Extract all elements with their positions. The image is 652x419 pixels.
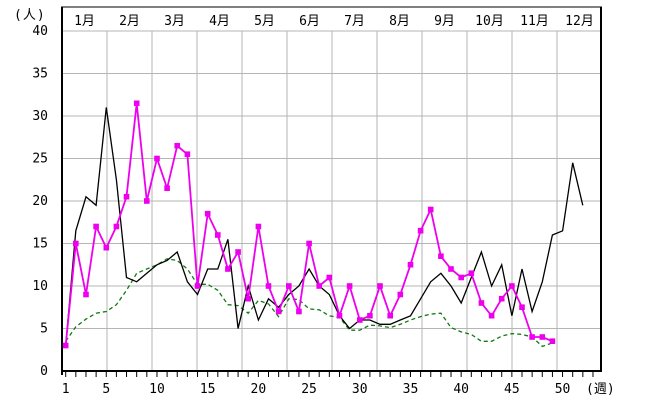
magenta-marker-series-marker xyxy=(73,240,79,247)
magenta-marker-series-marker xyxy=(62,342,69,349)
magenta-marker-series-marker xyxy=(448,266,454,272)
magenta-marker-series-marker xyxy=(357,317,363,323)
y-tick-label: 0 xyxy=(40,364,48,379)
black-solid-series-line xyxy=(65,107,584,346)
magenta-marker-series-marker xyxy=(184,151,191,157)
month-label: 9月 xyxy=(434,14,455,29)
green-dashed-series-line xyxy=(65,258,553,348)
x-tick-label: 40 xyxy=(453,382,469,397)
month-label: 2月 xyxy=(119,14,140,29)
magenta-marker-series-marker xyxy=(397,291,404,298)
magenta-marker-series-marker xyxy=(235,249,241,255)
magenta-marker-series-marker xyxy=(427,206,434,213)
y-tick-label: 30 xyxy=(32,109,48,124)
magenta-marker-series-marker xyxy=(225,266,231,272)
magenta-marker-series-marker xyxy=(286,283,292,289)
x-tick-label: 20 xyxy=(251,382,267,397)
magenta-marker-series-marker xyxy=(296,308,302,315)
x-tick-label: 5 xyxy=(102,382,110,397)
magenta-marker-series-marker xyxy=(275,308,282,315)
magenta-marker-series-marker xyxy=(519,304,525,310)
month-label: 5月 xyxy=(254,14,275,29)
magenta-marker-series-marker xyxy=(539,334,546,340)
magenta-marker-series-marker xyxy=(265,283,272,289)
x-tick-label: 1 xyxy=(62,382,70,397)
magenta-marker-series-marker xyxy=(346,283,353,289)
magenta-marker-series-marker xyxy=(245,295,251,302)
month-label: 8月 xyxy=(389,14,410,29)
magenta-marker-series-marker xyxy=(549,338,556,344)
y-tick-label: 15 xyxy=(32,237,48,252)
y-tick-label: 20 xyxy=(32,194,48,209)
magenta-marker-series-marker xyxy=(377,283,383,289)
x-tick-label: 10 xyxy=(149,382,165,397)
magenta-marker-series-marker xyxy=(367,312,373,319)
month-label: 7月 xyxy=(344,14,365,29)
magenta-marker-series-marker xyxy=(306,240,312,247)
y-tick-label: 25 xyxy=(32,152,48,167)
x-tick-label: 50 xyxy=(555,382,571,397)
magenta-marker-series-marker xyxy=(478,300,485,306)
magenta-marker-series-marker xyxy=(468,270,475,276)
magenta-marker-series-marker xyxy=(204,210,211,217)
magenta-marker-series-marker xyxy=(529,334,535,340)
magenta-marker-series-marker xyxy=(326,274,333,281)
magenta-marker-series-marker xyxy=(123,193,130,200)
magenta-marker-series-marker xyxy=(113,223,120,230)
y-tick-label: 40 xyxy=(32,24,48,39)
month-label: 4月 xyxy=(209,14,230,29)
magenta-marker-series-marker xyxy=(133,100,140,107)
magenta-marker-series-marker xyxy=(194,283,201,289)
month-label: 6月 xyxy=(299,14,320,29)
x-tick-label: 45 xyxy=(504,382,520,397)
magenta-marker-series-marker xyxy=(144,198,150,204)
month-label: 3月 xyxy=(164,14,185,29)
y-tick-label: 10 xyxy=(32,279,48,294)
magenta-marker-series-line xyxy=(64,103,553,346)
magenta-marker-series-marker xyxy=(316,283,322,289)
magenta-marker-series-marker xyxy=(387,312,393,319)
x-tick-label: 25 xyxy=(301,382,317,397)
magenta-marker-series-marker xyxy=(83,291,89,298)
x-tick-label: 15 xyxy=(200,382,216,397)
magenta-marker-series-marker xyxy=(509,283,515,289)
x-tick-label: 30 xyxy=(352,382,368,397)
magenta-marker-series-marker xyxy=(174,142,180,149)
x-axis-unit-label: (週) xyxy=(586,382,615,397)
magenta-marker-series-marker xyxy=(164,185,170,191)
magenta-marker-series-marker xyxy=(154,155,160,162)
magenta-marker-series-marker xyxy=(215,232,221,238)
month-label: 12月 xyxy=(565,14,594,29)
magenta-marker-series-marker xyxy=(417,227,424,234)
y-tick-label: 35 xyxy=(32,67,48,82)
magenta-marker-series-marker xyxy=(255,223,262,230)
magenta-marker-series-marker xyxy=(498,295,505,302)
magenta-marker-series-marker xyxy=(438,253,444,259)
magenta-marker-series-marker xyxy=(103,244,110,251)
month-label: 1月 xyxy=(74,14,95,29)
magenta-marker-series-marker xyxy=(488,312,495,319)
month-label: 11月 xyxy=(520,14,549,29)
x-tick-label: 35 xyxy=(403,382,419,397)
magenta-marker-series-marker xyxy=(458,274,464,281)
magenta-marker-series-marker xyxy=(407,261,414,268)
month-label: 10月 xyxy=(475,14,504,29)
y-tick-label: 5 xyxy=(40,322,48,337)
magenta-marker-series-marker xyxy=(93,223,99,230)
y-axis-unit-label: (人) xyxy=(14,8,46,23)
magenta-marker-series-marker xyxy=(336,312,343,319)
